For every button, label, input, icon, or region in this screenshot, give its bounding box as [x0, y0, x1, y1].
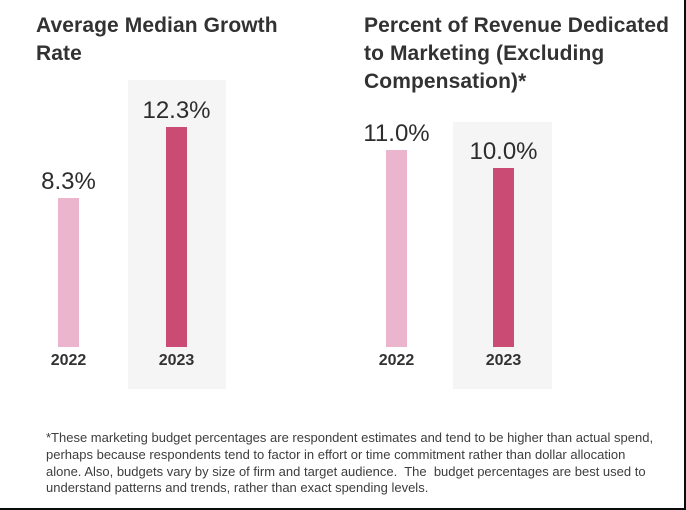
value-label-2022: 8.3%	[41, 168, 96, 195]
year-label-2022: 2022	[378, 352, 415, 369]
bar-2022	[386, 150, 407, 347]
footnote-line: *These marketing budget percentages are …	[46, 430, 654, 445]
footnote-line: alone. Also, budgets vary by size of fir…	[46, 463, 646, 479]
year-label-2023: 2023	[485, 352, 522, 369]
bar-2022	[58, 198, 79, 347]
bar-2023	[493, 168, 514, 347]
chart-title-line: Average Median Growth	[36, 14, 278, 37]
footnote-line: perhaps because respondents tend to fact…	[46, 446, 626, 462]
year-label-2022: 2022	[50, 352, 87, 369]
chart-title-line: Compensation)*	[364, 70, 527, 93]
footnote: *These marketing budget percentages are …	[46, 430, 653, 497]
value-label-2022: 11.0%	[363, 120, 430, 147]
chart-title-line: to Marketing (Excluding	[364, 42, 605, 65]
value-label-2023: 10.0%	[469, 138, 538, 165]
chart-title-line: Rate	[36, 42, 82, 65]
chart-title-line: Percent of Revenue Dedicated	[364, 14, 670, 37]
chart-title: Average Median Growth Rate	[36, 12, 316, 68]
value-label-2023: 12.3%	[142, 97, 211, 124]
footnote-line: understand patterns and trends, rather t…	[46, 480, 429, 496]
year-label-2023: 2023	[158, 352, 195, 369]
bar-2023	[166, 127, 187, 347]
chart-title: Percent of Revenue Dedicated to Marketin…	[364, 12, 674, 96]
